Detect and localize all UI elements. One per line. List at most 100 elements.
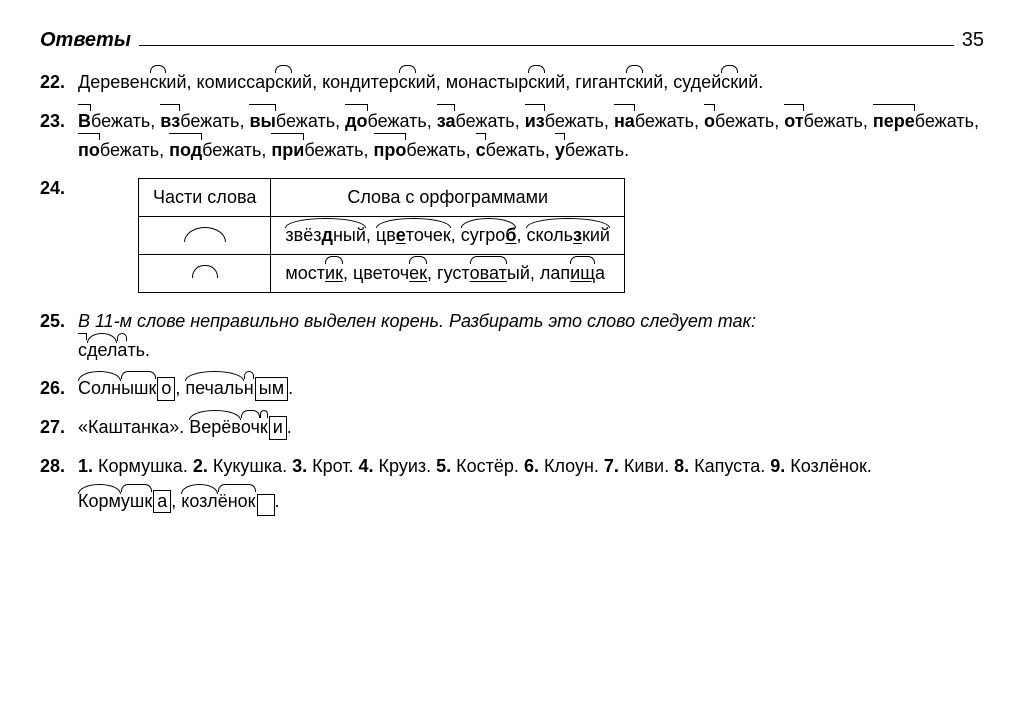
word-rest: ий	[416, 72, 436, 92]
word: комиссарский	[197, 68, 313, 97]
word-rest: бежать	[635, 111, 694, 131]
word-rest: ий	[545, 72, 565, 92]
ending-box: о	[157, 377, 175, 401]
parsed-word: козлёнок	[181, 487, 274, 516]
list-item: 5. Костёр.	[436, 456, 524, 476]
suffix-word: густоватый	[437, 259, 530, 288]
parsed-word: Кормушка	[78, 487, 171, 516]
root-arc-icon	[184, 227, 226, 241]
word: избежать	[525, 107, 604, 136]
item-number: 24.	[40, 174, 78, 296]
prefix-mark: пере	[873, 107, 915, 136]
word-rest: бежать	[91, 111, 150, 131]
word: пробежать	[374, 136, 466, 165]
word: кондитерский	[322, 68, 436, 97]
table-header-words: Слова с орфограммами	[271, 179, 625, 217]
header-rule	[139, 45, 954, 46]
root-mark: Верёв	[189, 413, 241, 442]
word-rest: бежать	[276, 111, 335, 131]
prefix-mark: по	[78, 136, 100, 165]
word-rest: бежать	[545, 111, 604, 131]
word: побежать	[78, 136, 159, 165]
word-rest: бежать	[304, 140, 363, 160]
word-rest: бежать	[368, 111, 427, 131]
word-rest: ий.	[738, 72, 763, 92]
suffix-mark: ск	[275, 68, 292, 97]
root-mark: дел	[87, 336, 117, 365]
root-mark: Корм	[78, 487, 121, 516]
suffix-mark: ушк	[121, 487, 152, 516]
word-rest: бежать	[804, 111, 863, 131]
suffix-word: цветочек	[353, 259, 427, 288]
word-base: гигант	[575, 72, 626, 92]
word: отбежать	[784, 107, 863, 136]
word-rest: бежать.	[565, 140, 629, 160]
answer-25: 25. В 11-м слове неправильно выделен кор…	[40, 307, 984, 365]
suffix-words-cell: мостик, цветочек, густоватый, лапища	[271, 254, 625, 292]
ending-box: и	[269, 416, 287, 440]
ending-box: ым	[255, 377, 288, 401]
answer-26: 26. Солнышко , печальным .	[40, 374, 984, 403]
item-content: Солнышко , печальным .	[78, 374, 984, 403]
suffix-mark: ышк	[121, 374, 156, 403]
word-base: кондитер	[322, 72, 399, 92]
item-content: Деревенский, комиссарский, кондитерский,…	[78, 68, 984, 97]
root-word: звёздный	[285, 221, 365, 250]
root-word: сугроб	[461, 221, 517, 250]
prefix-mark: с	[476, 136, 486, 165]
word: подбежать	[169, 136, 261, 165]
suffix-mark: ск	[150, 68, 167, 97]
suffix-arc-icon	[184, 265, 226, 279]
answer-27: 27. «Каштанка». Верёвочки .	[40, 413, 984, 442]
answer-24: 24. Части слова Слова с орфограммами звё…	[40, 174, 984, 296]
word: взбежать	[160, 107, 239, 136]
word: сбежать	[476, 136, 545, 165]
note-text: В 11-м слове неправильно выделен корень.…	[78, 311, 756, 331]
suffix-word: мостик	[285, 259, 343, 288]
word-base: Деревен	[78, 72, 150, 92]
prefix-mark: вы	[249, 107, 275, 136]
parsed-word: Верёвочки	[189, 413, 287, 442]
prefix-mark: с	[78, 336, 87, 365]
word-rest: бежать	[486, 140, 545, 160]
morpheme-table: Части слова Слова с орфограммами звёздны…	[138, 178, 625, 292]
page-header: Ответы 35	[40, 24, 984, 56]
suffix-mark: к	[260, 413, 268, 442]
prefix-mark: при	[271, 136, 304, 165]
item-number: 22.	[40, 68, 78, 97]
suffix-mark: оч	[241, 413, 260, 442]
page-number: 35	[962, 24, 984, 56]
word-rest: ий	[166, 72, 186, 92]
ending-box	[257, 494, 275, 516]
word: обежать	[704, 107, 774, 136]
word-rest: бежать	[202, 140, 261, 160]
list-item: 6. Клоун.	[524, 456, 604, 476]
prefix-mark: о	[704, 107, 715, 136]
word-base: судей	[673, 72, 721, 92]
word: монастырский	[446, 68, 566, 97]
word-rest: бежать	[715, 111, 774, 131]
word: выбежать	[249, 107, 335, 136]
prefix-mark: на	[614, 107, 635, 136]
answer-23: 23. Вбежать, взбежать, выбежать, добежат…	[40, 107, 984, 165]
word: Деревенский	[78, 68, 187, 97]
prefix-mark: за	[437, 107, 456, 136]
word: прибежать	[271, 136, 363, 165]
list-item: 4. Круиз.	[359, 456, 437, 476]
prefix-mark: из	[525, 107, 545, 136]
word-list: 1. Кормушка. 2. Кукушка. 3. Крот. 4. Кру…	[78, 452, 984, 481]
answer-28: 28. 1. Кормушка. 2. Кукушка. 3. Крот. 4.…	[40, 452, 984, 516]
item-number: 26.	[40, 374, 78, 403]
header-title: Ответы	[40, 24, 131, 56]
word-rest: бежать	[100, 140, 159, 160]
word-rest: бежать	[180, 111, 239, 131]
root-symbol-cell	[139, 217, 271, 255]
word-rest: ий	[292, 72, 312, 92]
item-content: Части слова Слова с орфограммами звёздны…	[78, 174, 984, 296]
prefix-mark: у	[555, 136, 565, 165]
root-mark: печаль	[185, 374, 243, 403]
word: убежать.	[555, 136, 629, 165]
table-header-parts: Части слова	[139, 179, 271, 217]
suffix-word: лапища	[540, 259, 605, 288]
word-base: комиссар	[197, 72, 276, 92]
